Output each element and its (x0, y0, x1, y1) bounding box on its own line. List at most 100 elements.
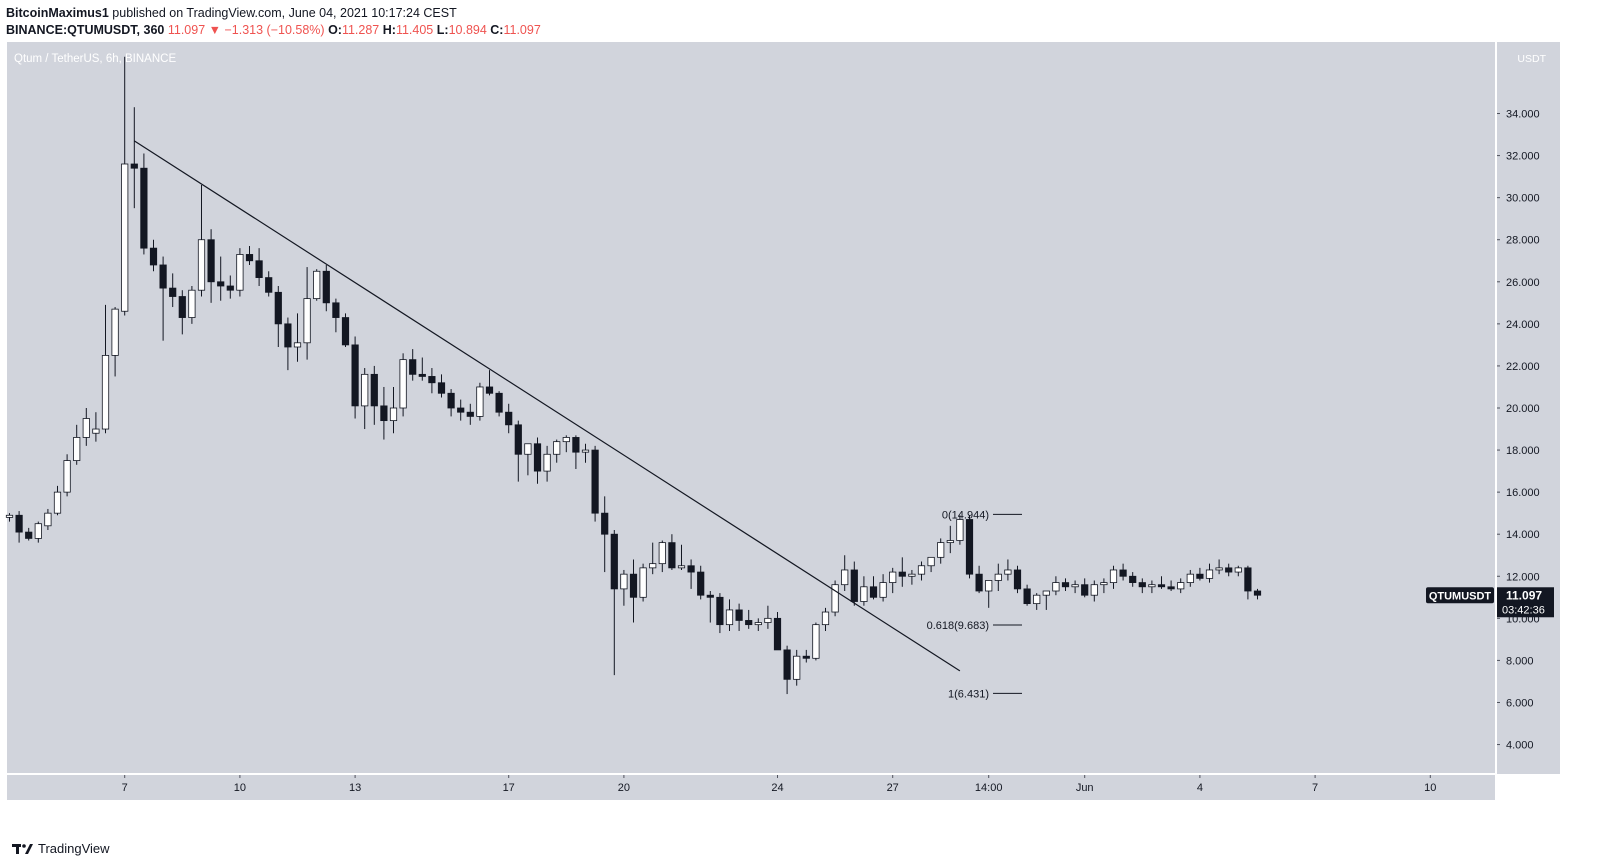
close-label: C: (490, 23, 504, 37)
candle-up (34, 523, 42, 539)
candle-down (1244, 567, 1252, 592)
candle-down (428, 376, 436, 384)
candle-down (130, 163, 138, 169)
candle-up (1052, 582, 1060, 592)
fib-level-label: 1(6.431) (948, 688, 989, 700)
candle-up (956, 519, 964, 541)
candle-up (946, 540, 954, 544)
candle-up (1186, 573, 1194, 583)
close-value: 11.097 (503, 23, 541, 37)
candle-down (1023, 588, 1031, 605)
candle-down (687, 565, 695, 573)
candle-down (850, 569, 858, 602)
candle-down (1225, 567, 1233, 573)
tradingview-logo-icon[interactable] (12, 842, 34, 856)
candle-up (562, 437, 570, 443)
price-tick-label: 20.000 (1506, 403, 1540, 415)
plot-area[interactable] (7, 42, 1496, 774)
descending-trendline[interactable] (133, 140, 961, 672)
candle-down (485, 386, 494, 394)
candle-up (1148, 584, 1156, 588)
candle-up (937, 542, 945, 558)
candle-up (92, 428, 100, 434)
price-tick-label: 22.000 (1506, 361, 1540, 373)
candle-up (197, 239, 206, 291)
candle-up (831, 584, 839, 613)
candle-up (764, 617, 772, 623)
candle-down (159, 264, 167, 289)
candle-down (495, 392, 503, 413)
candle-down (591, 449, 599, 514)
candle-down (735, 609, 743, 621)
candle-down (265, 277, 273, 293)
candle-up (476, 386, 484, 417)
candle-down (15, 514, 23, 533)
candle-down (1138, 582, 1146, 588)
candle-up (677, 565, 686, 569)
chart-title: Qtum / TetherUS, 6h, BINANCE (14, 53, 176, 65)
candle-up (1090, 584, 1098, 596)
fib-level-label: 0(14.944) (942, 509, 989, 521)
candle-down (898, 571, 906, 577)
price-tag-value: 11.097 (1506, 588, 1542, 602)
low-value: 10.894 (448, 23, 487, 37)
candle-up (553, 441, 561, 455)
time-tick-label: 7 (122, 782, 128, 794)
candle-up (658, 542, 666, 565)
candle-down (706, 594, 714, 598)
candle-down (1157, 584, 1166, 588)
chart-header: BitcoinMaximus1 published on TradingView… (6, 5, 541, 39)
candle-down (466, 411, 474, 417)
candle-down (783, 649, 791, 680)
price-tick-label: 24.000 (1506, 319, 1540, 331)
candle-down (140, 167, 148, 249)
candle-up (793, 655, 801, 680)
last-price-tag: QTUMUSDT 11.097 03:42:36 (1426, 587, 1554, 618)
candle-up (639, 567, 647, 598)
candle-down (370, 373, 378, 407)
candle-up (1215, 567, 1223, 571)
candle-up (303, 298, 311, 344)
price-tick-label: 30.000 (1506, 193, 1540, 205)
candle-down (505, 411, 513, 426)
candle-up (841, 569, 849, 586)
price-tick-label: 32.000 (1506, 151, 1540, 163)
candle-down (773, 617, 782, 651)
candle-up (53, 491, 62, 514)
candle-down (169, 287, 177, 297)
candle-up (754, 622, 762, 626)
price-tick-label: 18.000 (1506, 445, 1540, 457)
candle-down (149, 247, 158, 266)
candle-up (985, 580, 993, 592)
time-tick-label: 27 (887, 782, 899, 794)
candle-up (889, 571, 897, 583)
time-tick-label: 4 (1197, 782, 1203, 794)
author-name[interactable]: BitcoinMaximus1 (6, 6, 109, 20)
time-tick-label: 13 (349, 782, 361, 794)
candle-up (1109, 569, 1118, 583)
candle-up (821, 611, 830, 626)
publish-line: BitcoinMaximus1 published on TradingView… (6, 5, 541, 22)
time-tick-label: 17 (503, 782, 515, 794)
candle-down (437, 382, 446, 394)
candle-down (255, 260, 263, 278)
price-tick-label: 8.000 (1506, 655, 1534, 667)
candle-up (63, 460, 71, 493)
footer-brand[interactable]: TradingView (38, 841, 110, 856)
candle-down (1129, 575, 1137, 583)
candle-up (1100, 582, 1108, 586)
candle-up (361, 373, 369, 407)
high-label: H: (382, 23, 396, 37)
candle-down (178, 296, 186, 318)
candle-down (274, 291, 282, 325)
fib-retracement[interactable]: 0(14.944) 0.618(9.683) 1(6.431) (927, 509, 1022, 700)
open-label: O: (328, 23, 342, 37)
time-axis[interactable] (7, 774, 1496, 800)
time-tick-label: 7 (1312, 782, 1318, 794)
candle-down (1013, 569, 1022, 590)
price-axis[interactable] (1496, 42, 1560, 774)
candle-up (5, 514, 14, 518)
candle-down (322, 270, 330, 304)
symbol-label: BINANCE:QTUMUSDT, 360 (6, 23, 165, 37)
